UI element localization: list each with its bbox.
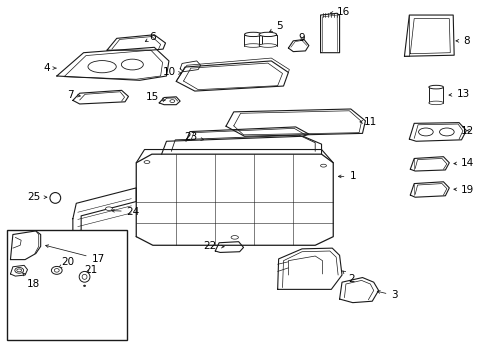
Text: 9: 9 bbox=[298, 33, 305, 42]
Text: 8: 8 bbox=[455, 36, 468, 46]
Text: 19: 19 bbox=[453, 185, 473, 195]
Ellipse shape bbox=[144, 161, 150, 163]
Ellipse shape bbox=[17, 269, 21, 272]
Ellipse shape bbox=[83, 285, 85, 287]
Ellipse shape bbox=[79, 271, 90, 282]
Ellipse shape bbox=[244, 44, 262, 47]
Ellipse shape bbox=[428, 101, 443, 105]
Text: 21: 21 bbox=[84, 265, 97, 275]
Ellipse shape bbox=[51, 266, 62, 274]
Text: 7: 7 bbox=[66, 90, 80, 100]
Text: 1: 1 bbox=[338, 171, 355, 181]
Ellipse shape bbox=[121, 59, 143, 70]
Text: 11: 11 bbox=[359, 117, 376, 127]
Text: 14: 14 bbox=[453, 158, 473, 168]
Text: 4: 4 bbox=[43, 63, 56, 73]
Bar bbox=[6, 230, 127, 339]
Text: 20: 20 bbox=[59, 257, 74, 268]
Text: 5: 5 bbox=[269, 21, 283, 32]
Text: 10: 10 bbox=[162, 67, 181, 77]
Text: 6: 6 bbox=[145, 32, 156, 42]
Text: 12: 12 bbox=[460, 126, 473, 135]
Ellipse shape bbox=[50, 193, 61, 203]
Text: 16: 16 bbox=[329, 7, 349, 17]
Ellipse shape bbox=[54, 269, 59, 272]
Ellipse shape bbox=[244, 32, 262, 37]
Ellipse shape bbox=[105, 207, 112, 211]
Text: 13: 13 bbox=[448, 89, 468, 99]
Ellipse shape bbox=[82, 274, 87, 279]
Text: 25: 25 bbox=[27, 192, 47, 202]
Ellipse shape bbox=[88, 60, 116, 73]
Text: 17: 17 bbox=[45, 245, 104, 264]
Ellipse shape bbox=[320, 164, 326, 167]
Text: 23: 23 bbox=[184, 132, 203, 142]
Text: 2: 2 bbox=[342, 271, 354, 284]
Text: 3: 3 bbox=[376, 291, 397, 301]
Text: 22: 22 bbox=[203, 241, 224, 251]
Ellipse shape bbox=[428, 85, 443, 89]
Ellipse shape bbox=[439, 128, 453, 136]
Ellipse shape bbox=[259, 44, 276, 47]
Text: 24: 24 bbox=[111, 207, 140, 217]
Ellipse shape bbox=[418, 128, 432, 136]
Ellipse shape bbox=[169, 100, 174, 103]
Text: 18: 18 bbox=[23, 273, 41, 289]
Text: 15: 15 bbox=[146, 92, 164, 102]
Ellipse shape bbox=[259, 32, 276, 37]
Ellipse shape bbox=[231, 235, 238, 239]
Ellipse shape bbox=[15, 267, 23, 273]
